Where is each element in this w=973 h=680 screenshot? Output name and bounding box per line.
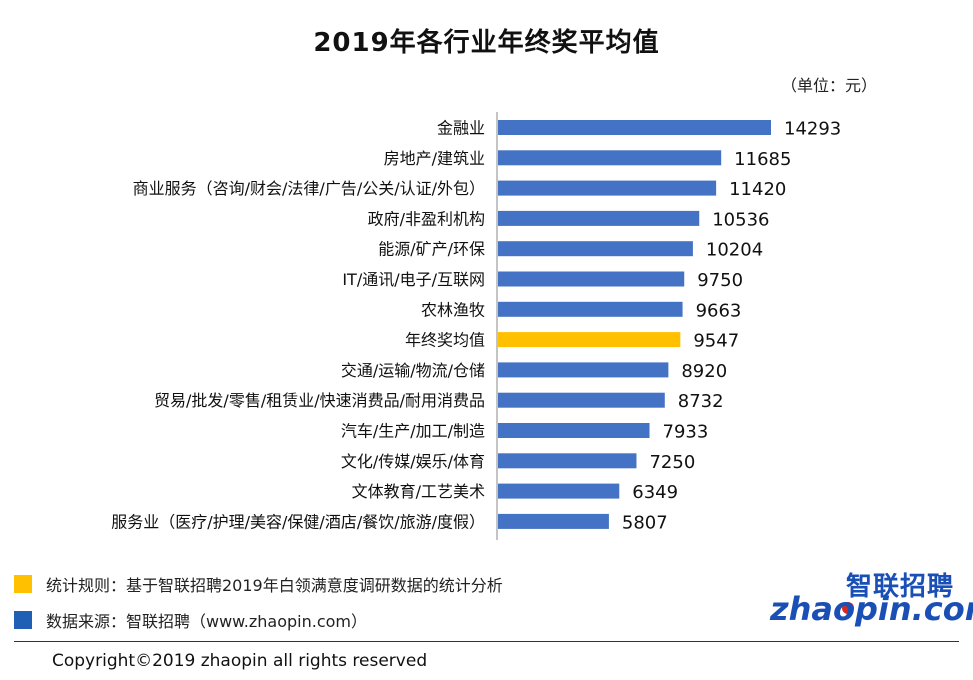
value-label: 8920: [681, 361, 727, 382]
legend-source: 数据来源：智联招聘（www.zhaopin.com）: [14, 608, 367, 632]
bar: [498, 513, 609, 529]
category-label: 汽车/生产/加工/制造: [341, 422, 485, 441]
legend-rule-swatch: [14, 575, 32, 593]
value-label: 7250: [649, 452, 695, 473]
value-label: 10204: [706, 240, 763, 261]
category-label: 文体教育/工艺美术: [352, 482, 485, 501]
legend-source-swatch: [14, 611, 32, 629]
category-label: 文化/传媒/娱乐/体育: [341, 452, 485, 471]
bar: [498, 241, 693, 257]
bar: [498, 332, 681, 348]
value-label: 14293: [784, 119, 841, 140]
value-label: 11685: [734, 149, 791, 170]
category-label: 商业服务（咨询/财会/法律/广告/公关/认证/外包）: [133, 179, 485, 198]
bar: [498, 150, 722, 166]
copyright-text: Copyright©2019 zhaopin all rights reserv…: [52, 651, 428, 671]
category-label: 房地产/建筑业: [384, 149, 485, 168]
value-label: 10536: [712, 209, 769, 230]
footer-divider: [14, 641, 959, 642]
bar: [498, 271, 685, 287]
logo-cn-text: 智联招聘: [845, 572, 954, 602]
category-label: 交通/运输/物流/仓储: [341, 361, 485, 380]
category-label: 农林渔牧: [421, 300, 485, 319]
bar: [498, 483, 620, 499]
legend-rule-text: 统计规则：基于智联招聘2019年白领满意度调研数据的统计分析: [46, 576, 503, 595]
value-label: 5807: [622, 512, 668, 533]
value-label: 8732: [678, 391, 724, 412]
legend-source-text: 数据来源：智联招聘（www.zhaopin.com）: [46, 612, 368, 631]
category-label: 政府/非盈利机构: [368, 209, 485, 228]
chart-title: 2019年各行业年终奖平均值: [313, 28, 660, 58]
bar: [498, 362, 669, 378]
bar: [498, 180, 717, 196]
logo-en-text: zhaopin.com: [770, 590, 973, 628]
bar-chart: 金融业 14293 房地产/建筑业 11685 商业服务（咨询/财会/法律/广告/公关/…: [111, 112, 841, 540]
value-label: 6349: [632, 482, 678, 503]
value-label: 11420: [729, 179, 786, 200]
bar: [498, 423, 650, 438]
bar: [498, 453, 637, 469]
category-label: 年终奖均值: [405, 331, 485, 350]
category-label: 能源/矿产/环保: [378, 240, 485, 259]
zhaopin-logo: 智联招聘 zhaopin.com: [770, 566, 973, 638]
bar: [498, 120, 771, 135]
bar: [498, 392, 665, 408]
value-label: 9750: [697, 270, 743, 291]
value-label: 7933: [663, 422, 709, 443]
legend-rule: 统计规则：基于智联招聘2019年白领满意度调研数据的统计分析: [14, 572, 503, 596]
category-label: 金融业: [437, 119, 485, 138]
value-label: 9663: [696, 300, 742, 321]
category-label: 贸易/批发/零售/租赁业/快速消费品/耐用消费品: [154, 391, 485, 410]
unit-label: （单位：元）: [780, 76, 877, 95]
bar: [498, 210, 700, 226]
category-label: 服务业（医疗/护理/美容/保健/酒店/餐饮/旅游/度假）: [111, 512, 485, 531]
bar: [498, 301, 683, 317]
value-label: 9547: [693, 331, 739, 352]
category-label: IT/通讯/电子/互联网: [342, 270, 485, 289]
logo-dot-icon: [842, 602, 854, 614]
